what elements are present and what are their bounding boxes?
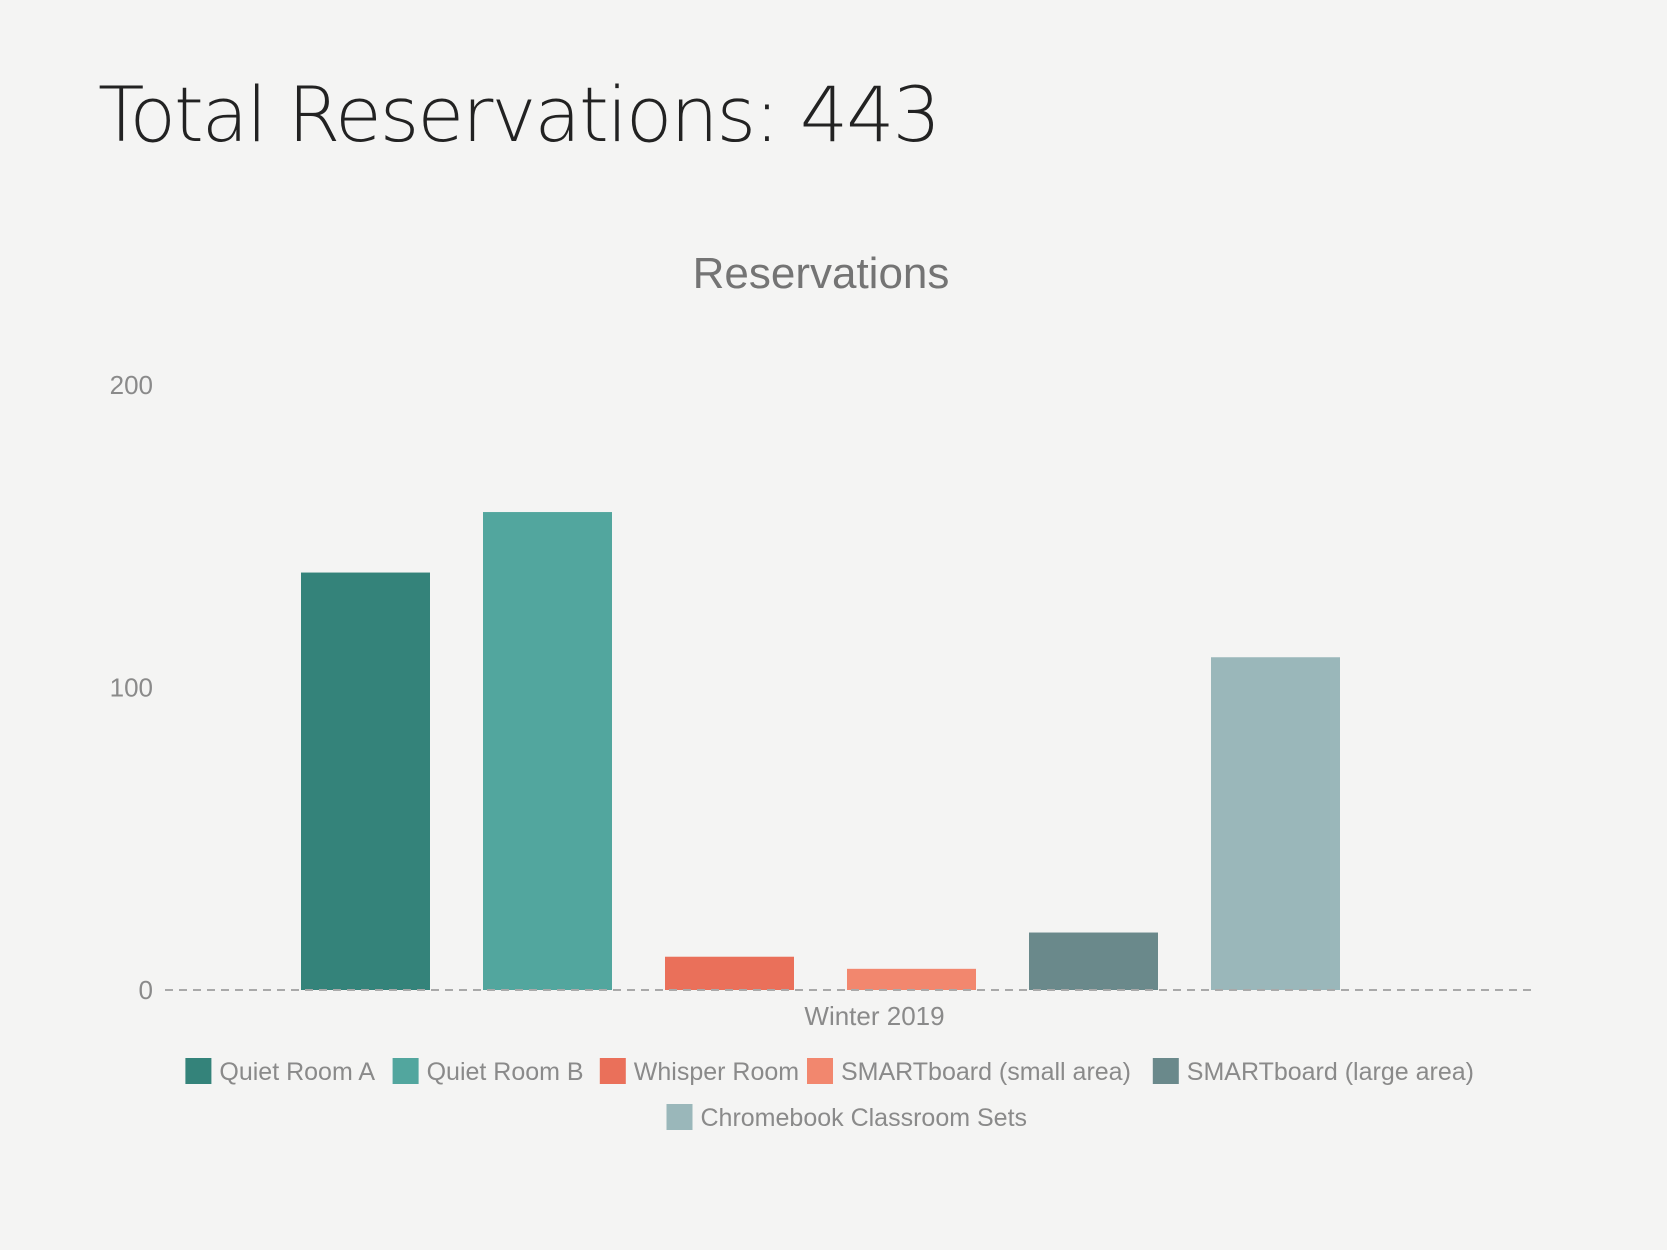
legend-label: Chromebook Classroom Sets	[701, 1104, 1028, 1132]
bar-quiet-room-a	[301, 572, 430, 990]
legend-swatch	[1152, 1058, 1179, 1084]
legend-item: SMARTboard (large area)	[1152, 1058, 1474, 1086]
legend-item: Quiet Room B	[392, 1058, 584, 1086]
bar-chromebook-classroom-sets	[1211, 657, 1340, 990]
legend-label: SMARTboard (large area)	[1187, 1058, 1474, 1086]
x-category-label: Winter 2019	[804, 1001, 944, 1031]
legend-item: Chromebook Classroom Sets	[666, 1104, 1028, 1132]
legend-swatch	[807, 1058, 833, 1084]
legend-swatch	[185, 1058, 212, 1084]
legend-swatch	[392, 1058, 419, 1084]
bar-whisper-room	[665, 956, 794, 990]
legend-item: Whisper Room	[599, 1058, 799, 1086]
bar-quiet-room-b	[483, 512, 612, 990]
x-axis: Winter 2019	[804, 1001, 944, 1031]
bars-group	[301, 512, 1340, 990]
legend-label: Quiet Room B	[427, 1058, 584, 1086]
legend: Quiet Room A Quiet Room B Whisper Room SMAR…	[185, 1058, 1474, 1132]
legend-label: SMARTboard (small area)	[841, 1058, 1131, 1086]
chart-title: Reservations	[693, 249, 950, 298]
y-tick-label: 100	[110, 673, 153, 703]
bar-smartboard-large-area	[1029, 932, 1158, 990]
legend-label: Quiet Room A	[219, 1058, 375, 1086]
y-tick-label: 0	[139, 975, 153, 1005]
legend-item: SMARTboard (small area)	[807, 1058, 1131, 1086]
legend-swatch	[666, 1104, 693, 1130]
legend-label: Whisper Room	[634, 1058, 799, 1086]
page-title: Total Reservations: 443	[98, 70, 941, 159]
y-axis: 0 100 200	[110, 370, 153, 1005]
legend-item: Quiet Room A	[185, 1058, 375, 1086]
bar-smartboard-small-area	[847, 968, 976, 990]
legend-swatch	[599, 1058, 626, 1084]
y-tick-label: 200	[110, 370, 153, 400]
